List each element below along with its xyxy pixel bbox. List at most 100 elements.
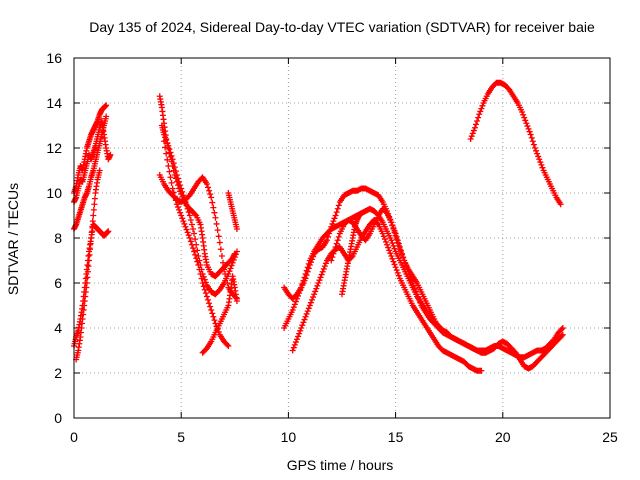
data-point (298, 284, 305, 291)
data-point (174, 175, 181, 182)
data-point (529, 138, 536, 145)
data-point (395, 272, 402, 279)
data-point (176, 206, 183, 213)
data-points (71, 79, 566, 374)
data-point (334, 237, 341, 244)
data-point (528, 134, 535, 141)
data-point (232, 251, 239, 258)
y-tick-label: 12 (46, 140, 62, 156)
y-tick-labels: 0 2 4 6 8 10 12 14 16 (46, 50, 62, 426)
data-point (476, 111, 483, 118)
y-tick-label: 4 (54, 320, 62, 336)
data-point (223, 275, 230, 282)
y-tick-label: 8 (54, 230, 62, 246)
data-point (170, 189, 177, 196)
data-point (224, 280, 231, 286)
x-tick-label: 0 (70, 429, 78, 445)
data-point (96, 167, 103, 174)
data-point (186, 235, 193, 241)
data-point (208, 194, 215, 201)
data-point (525, 125, 532, 132)
data-point (211, 209, 218, 216)
data-point (526, 128, 533, 135)
data-point (305, 305, 312, 312)
data-point (191, 248, 198, 255)
series-s17 (467, 79, 564, 208)
data-point (91, 201, 98, 208)
data-point (478, 105, 485, 112)
data-point (178, 185, 185, 192)
data-point (291, 301, 298, 308)
data-point (329, 254, 336, 261)
data-point (226, 268, 233, 275)
data-point (192, 211, 199, 218)
data-point (185, 209, 192, 216)
data-point (318, 271, 325, 278)
data-point (289, 347, 296, 354)
data-point (90, 212, 97, 219)
data-point (527, 131, 534, 138)
data-point (194, 247, 201, 254)
data-point (161, 131, 168, 138)
data-point (559, 325, 566, 331)
data-point (385, 244, 392, 251)
data-point (222, 271, 229, 277)
data-point (300, 277, 307, 284)
data-point (170, 160, 177, 167)
data-point (161, 138, 168, 145)
data-point (297, 327, 304, 334)
data-point (479, 102, 486, 109)
data-point (435, 325, 442, 331)
data-point (184, 205, 191, 212)
data-point (214, 227, 221, 234)
data-point (474, 118, 481, 124)
data-point (169, 156, 176, 163)
data-point (213, 220, 220, 227)
data-point (558, 326, 565, 333)
data-point (335, 233, 342, 240)
data-point (471, 124, 478, 131)
data-point (91, 195, 98, 202)
data-point (297, 287, 304, 294)
data-point (203, 181, 210, 187)
data-point (233, 226, 240, 232)
data-point (231, 254, 238, 261)
data-point (177, 182, 184, 189)
data-point (397, 247, 404, 254)
data-point (196, 266, 203, 273)
data-point (536, 156, 543, 163)
data-point (295, 333, 302, 340)
data-point (171, 193, 178, 200)
data-point (400, 254, 407, 261)
data-point (166, 146, 173, 153)
data-point (304, 264, 311, 271)
data-point (201, 286, 208, 293)
data-point (162, 134, 169, 141)
data-point (358, 210, 365, 217)
data-point (396, 244, 403, 250)
data-point (307, 299, 314, 306)
data-point (335, 202, 342, 209)
y-tick-label: 6 (54, 275, 62, 291)
data-point (300, 319, 307, 326)
data-point (390, 258, 397, 265)
plot-frame (73, 57, 611, 419)
data-point (182, 223, 189, 230)
series-s15 (328, 205, 442, 331)
data-point (311, 291, 318, 298)
data-point (229, 259, 236, 266)
data-point (172, 168, 179, 175)
data-point (308, 296, 315, 303)
data-point (473, 121, 479, 128)
data-point (167, 174, 174, 181)
data-point (173, 172, 180, 178)
data-point (87, 240, 94, 247)
data-point (103, 113, 110, 120)
data-point (174, 204, 181, 211)
data-point (314, 282, 321, 289)
data-point (521, 114, 528, 121)
data-point (169, 185, 176, 192)
series-s12 (281, 185, 566, 361)
data-point (531, 145, 538, 151)
data-point (303, 267, 310, 274)
